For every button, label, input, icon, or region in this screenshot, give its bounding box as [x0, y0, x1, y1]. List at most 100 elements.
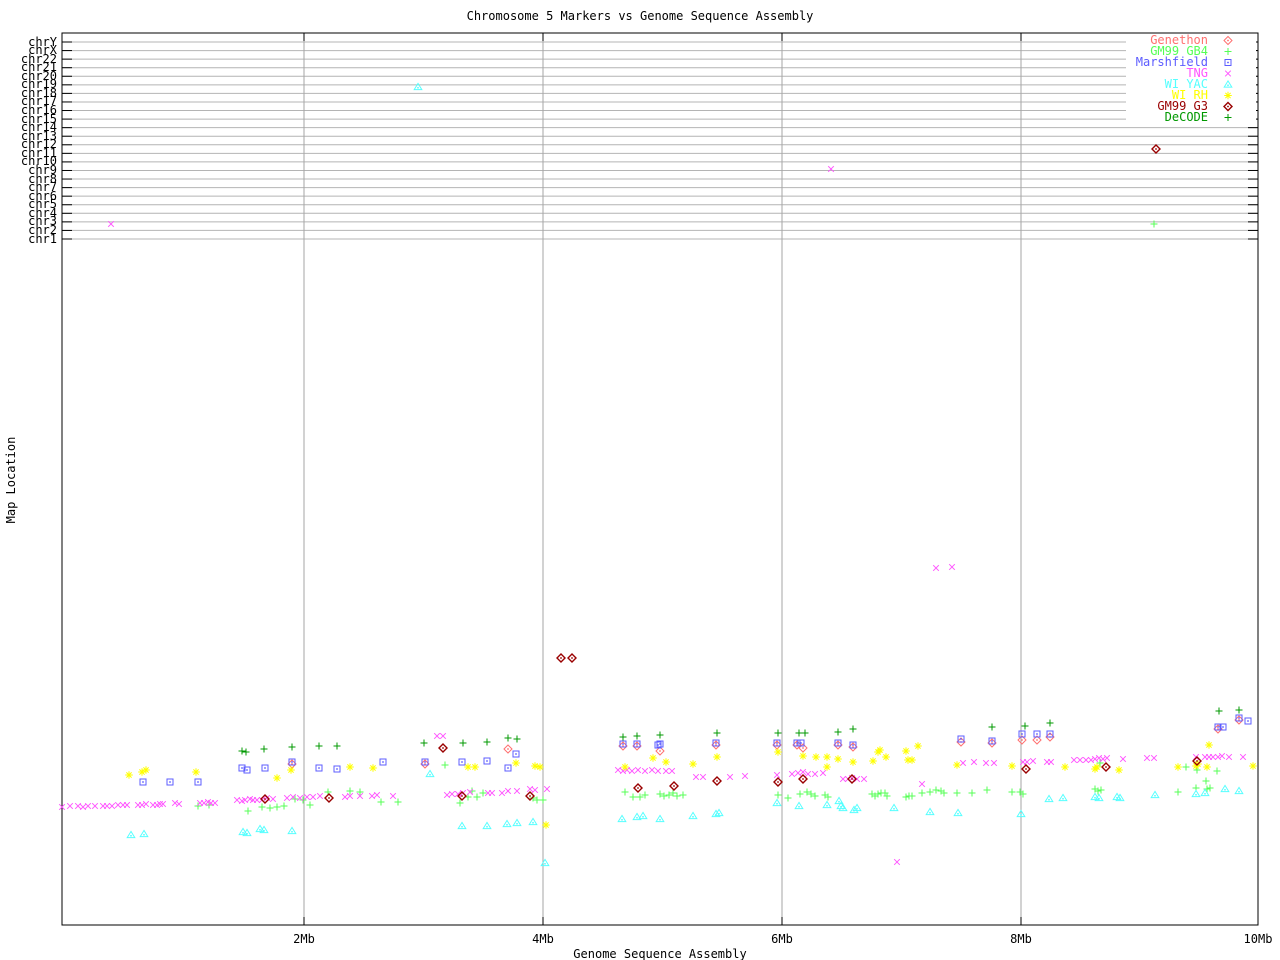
marker-star-icon — [834, 755, 842, 763]
marker-plus-icon — [803, 788, 811, 796]
marker-cross-icon — [839, 775, 847, 783]
legend-label: Genethon — [1150, 33, 1208, 47]
marker-star-icon — [369, 764, 377, 772]
marker-square-dot-icon — [1235, 714, 1243, 722]
marker-plus-icon — [619, 733, 627, 741]
marker-cross-icon — [1225, 753, 1233, 761]
marker-cross-icon — [303, 793, 311, 801]
marker-plus-icon — [902, 793, 910, 801]
legend-item-gm99-gb4: GM99 GB4 — [1126, 45, 1256, 57]
marker-square-dot-icon — [834, 739, 842, 747]
marker-plus-icon — [774, 729, 782, 737]
marker-cross-icon — [103, 802, 111, 810]
marker-plus-icon — [932, 786, 940, 794]
marker-triangle-dot-icon — [425, 769, 435, 778]
marker-triangle-dot-icon — [655, 814, 665, 823]
marker-cross-icon — [488, 789, 496, 797]
marker-star-icon — [823, 763, 831, 771]
y-tick-label-chr12: chr12 — [20, 137, 57, 152]
marker-cross-icon — [1091, 755, 1099, 763]
marker-cross-icon — [1099, 755, 1107, 763]
marker-square-dot-icon — [1046, 730, 1054, 738]
marker-diamond-dot-icon — [847, 774, 857, 784]
marker-plus-icon — [1213, 767, 1221, 775]
legend-marker-svg — [1223, 101, 1233, 112]
y-tick-label-chr14: chr14 — [20, 120, 57, 135]
marker-star-icon — [542, 821, 550, 829]
marker-plus-icon — [908, 792, 916, 800]
marker-plus-icon — [1094, 787, 1102, 795]
marker-star-icon — [812, 753, 820, 761]
legend-marker — [1208, 112, 1248, 123]
marker-plus-icon — [629, 793, 637, 801]
marker-triangle-dot-icon — [413, 82, 423, 91]
marker-plus-icon — [1206, 784, 1214, 792]
marker-cross-icon — [159, 800, 167, 808]
marker-cross-icon — [498, 789, 506, 797]
legend-marker — [1208, 90, 1248, 101]
marker-plus-icon — [260, 745, 268, 753]
legend-marker-svg — [1223, 35, 1233, 46]
marker-star-icon — [799, 752, 807, 760]
legend-marker — [1208, 79, 1248, 90]
marker-cross-icon — [443, 791, 451, 799]
marker-square-dot-icon — [1219, 723, 1227, 731]
marker-plus-icon — [356, 788, 364, 796]
marker-plus-icon — [315, 742, 323, 750]
marker-plus-icon — [377, 798, 385, 806]
marker-plus-icon — [346, 787, 354, 795]
marker-star-icon — [1249, 762, 1257, 770]
legend-marker — [1208, 46, 1248, 57]
marker-cross-icon — [648, 766, 656, 774]
marker-cross-icon — [1224, 70, 1232, 77]
marker-square-dot-icon — [797, 739, 805, 747]
marker-plus-icon — [1224, 48, 1232, 55]
marker-plus-icon — [504, 734, 512, 742]
series-tng — [58, 165, 1247, 866]
marker-triangle-dot-icon — [772, 798, 782, 807]
marker-square-dot-icon — [288, 758, 296, 766]
x-tick-label-10Mb: 10Mb — [1243, 932, 1273, 946]
marker-triangle-dot-icon — [255, 824, 265, 833]
marker-plus-icon — [656, 790, 664, 798]
legend-item-wi-rh: WI RH — [1126, 89, 1256, 101]
marker-cross-icon — [1214, 753, 1222, 761]
marker-triangle-dot-icon — [714, 808, 724, 817]
marker-cross-icon — [959, 759, 967, 767]
marker-cross-icon — [634, 766, 642, 774]
marker-cross-icon — [439, 732, 447, 740]
marker-triangle-dot-icon — [482, 821, 492, 830]
marker-triangle-dot-icon — [1090, 792, 1100, 801]
marker-triangle-dot-icon — [502, 819, 512, 828]
marker-plus-icon — [1046, 719, 1054, 727]
marker-diamond-dot-icon — [457, 791, 467, 801]
marker-plus-icon — [483, 738, 491, 746]
marker-square-dot-icon — [333, 765, 341, 773]
marker-square-dot-icon — [773, 739, 781, 747]
y-tick-label-chr3: chr3 — [28, 214, 57, 229]
marker-star-icon — [953, 761, 961, 769]
marker-cross-icon — [794, 769, 802, 777]
marker-plus-icon — [774, 791, 782, 799]
legend-marker-svg — [1224, 91, 1232, 100]
marker-plus-icon — [288, 743, 296, 751]
marker-cross-icon — [433, 732, 441, 740]
marker-plus-icon — [1097, 786, 1105, 794]
legend-marker-svg — [1224, 48, 1232, 55]
y-tick-label-chr18: chr18 — [20, 85, 57, 100]
legend-marker-svg — [1223, 79, 1233, 88]
marker-plus-icon — [456, 799, 464, 807]
marker-plus-icon — [1150, 220, 1158, 228]
marker-star-icon — [876, 746, 884, 754]
legend-item-wi-yac: WI YAC — [1126, 78, 1256, 90]
marker-plus-icon — [673, 792, 681, 800]
marker-plus-icon — [441, 761, 449, 769]
marker-square-dot-icon — [261, 764, 269, 772]
marker-cross-icon — [200, 799, 208, 807]
marker-star-icon — [1224, 91, 1232, 100]
marker-star-icon — [192, 768, 200, 776]
marker-triangle-dot-icon — [617, 814, 627, 823]
y-tick-label-chr1: chr1 — [28, 231, 57, 246]
marker-cross-icon — [373, 791, 381, 799]
marker-star-icon — [774, 748, 782, 756]
